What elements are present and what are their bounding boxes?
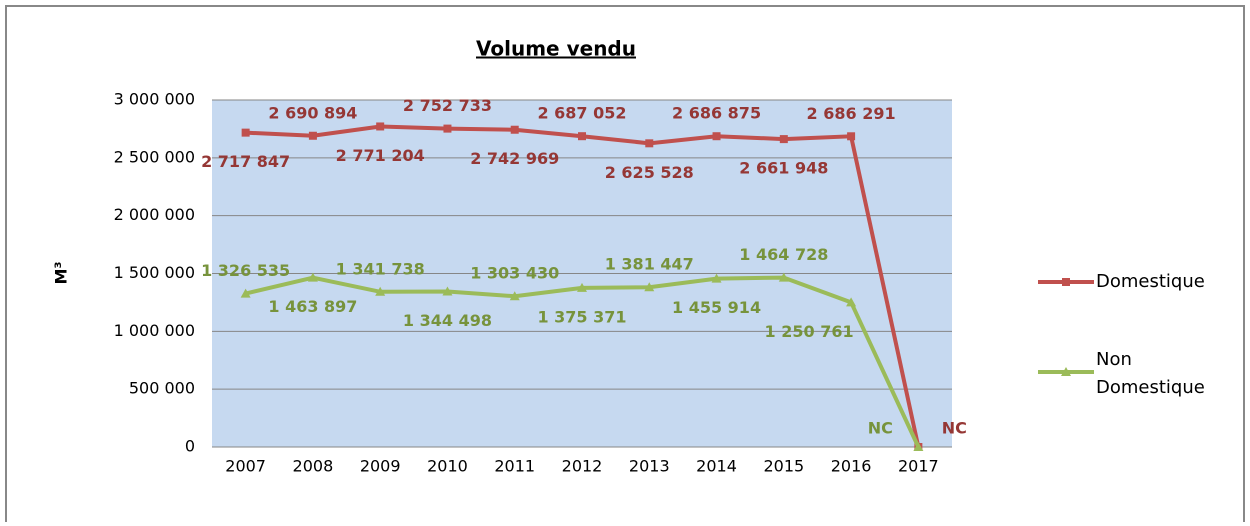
x-tick-label: 2010 — [427, 457, 468, 476]
data-label: 1 326 535 — [201, 261, 290, 280]
marker — [779, 135, 788, 144]
data-label: 2 687 052 — [537, 104, 626, 123]
x-tick-label: 2014 — [696, 457, 737, 476]
marker — [712, 132, 721, 141]
data-label: 1 250 761 — [765, 322, 854, 341]
data-label: 1 344 498 — [403, 311, 492, 330]
marker — [307, 272, 318, 282]
marker — [241, 128, 250, 137]
marker — [578, 132, 586, 141]
marker — [644, 282, 655, 292]
y-tick-label: 2 500 000 — [114, 147, 195, 166]
data-label: 2 625 528 — [605, 163, 694, 182]
y-tick-label: 500 000 — [129, 379, 195, 398]
data-label: 2 661 948 — [739, 159, 828, 178]
x-tick-label: 2011 — [494, 457, 535, 476]
marker — [308, 131, 317, 140]
marker — [847, 132, 856, 141]
data-label: 1 464 728 — [739, 245, 828, 264]
data-label: 1 381 447 — [605, 255, 694, 274]
data-label: 2 686 291 — [807, 104, 896, 123]
marker — [846, 297, 857, 307]
data-label: NC — [868, 419, 893, 438]
data-label: 2 752 733 — [403, 96, 492, 115]
marker — [442, 286, 453, 296]
marker — [376, 122, 385, 131]
y-tick-label: 3 000 000 — [114, 90, 195, 109]
x-tick-label: 2007 — [225, 457, 266, 476]
data-label: 2 742 969 — [470, 149, 559, 168]
y-tick-label: 2 000 000 — [114, 205, 195, 224]
marker — [443, 124, 452, 133]
marker — [577, 282, 587, 292]
marker — [913, 442, 924, 451]
marker — [510, 125, 519, 134]
legend-label: Non Domestique — [1096, 349, 1205, 398]
data-label: NC — [942, 419, 967, 438]
x-tick-label: 2017 — [898, 457, 939, 476]
y-axis-label: M³ — [52, 262, 71, 285]
data-label: 1 341 738 — [336, 259, 425, 278]
x-tick-label: 2012 — [562, 457, 603, 476]
data-label: 1 375 371 — [537, 307, 626, 326]
data-label: 2 717 847 — [201, 152, 290, 171]
chart-title: Volume vendu — [476, 37, 636, 61]
marker — [509, 291, 520, 301]
data-label: 2 690 894 — [268, 103, 357, 122]
x-tick-label: 2008 — [293, 457, 334, 476]
x-tick-label: 2013 — [629, 457, 670, 476]
x-tick-label: 2009 — [360, 457, 401, 476]
data-label: 2 686 875 — [672, 104, 761, 123]
x-tick-label: 2015 — [763, 457, 804, 476]
y-tick-label: 1 500 000 — [114, 263, 195, 282]
data-label: 1 455 914 — [672, 298, 761, 317]
marker — [711, 273, 722, 283]
data-label: 2 771 204 — [336, 146, 425, 165]
data-label: 1 463 897 — [268, 297, 357, 316]
marker — [375, 286, 386, 296]
data-label: 1 303 430 — [470, 264, 559, 283]
marker — [240, 288, 251, 298]
marker — [645, 139, 654, 148]
marker — [778, 272, 789, 282]
y-tick-label: 1 000 000 — [114, 321, 195, 340]
y-tick-label: 0 — [185, 437, 195, 456]
legend-label: Domestique — [1096, 271, 1205, 292]
legend-marker — [1062, 278, 1070, 286]
x-tick-label: 2016 — [831, 457, 872, 476]
legend-marker — [1061, 367, 1071, 376]
